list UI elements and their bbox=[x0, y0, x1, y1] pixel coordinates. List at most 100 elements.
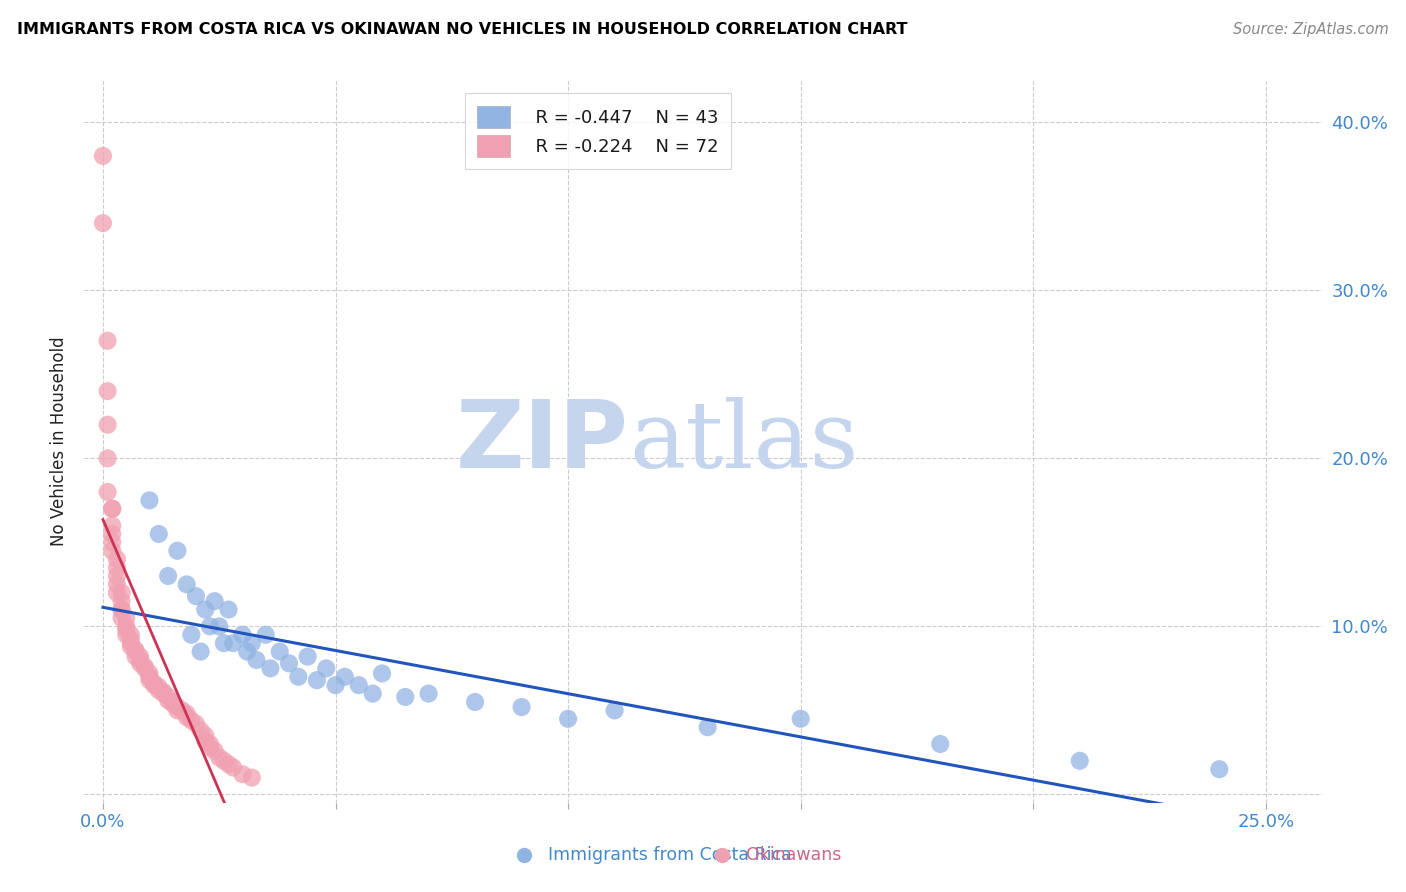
Point bbox=[97, 451, 120, 466]
Point bbox=[198, 619, 221, 633]
Point bbox=[120, 636, 142, 650]
Point bbox=[194, 602, 217, 616]
Point bbox=[269, 644, 291, 658]
Point bbox=[212, 636, 235, 650]
Point bbox=[152, 685, 174, 699]
Point bbox=[231, 767, 253, 781]
Point bbox=[305, 673, 328, 687]
Point bbox=[222, 636, 245, 650]
Point bbox=[138, 493, 160, 508]
Point bbox=[115, 619, 138, 633]
Point bbox=[418, 687, 440, 701]
Point bbox=[278, 657, 301, 671]
Point bbox=[190, 644, 212, 658]
Point bbox=[124, 644, 146, 658]
Point bbox=[120, 640, 142, 654]
Point bbox=[236, 644, 259, 658]
Point bbox=[143, 676, 166, 690]
Point bbox=[134, 659, 156, 673]
Point bbox=[138, 670, 160, 684]
Point bbox=[115, 611, 138, 625]
Point bbox=[129, 653, 152, 667]
Point bbox=[101, 501, 124, 516]
Point bbox=[101, 527, 124, 541]
Point bbox=[789, 712, 811, 726]
Point bbox=[110, 594, 132, 608]
Point bbox=[143, 678, 166, 692]
Text: IMMIGRANTS FROM COSTA RICA VS OKINAWAN NO VEHICLES IN HOUSEHOLD CORRELATION CHAR: IMMIGRANTS FROM COSTA RICA VS OKINAWAN N… bbox=[17, 22, 907, 37]
Point bbox=[333, 670, 356, 684]
Point bbox=[194, 729, 217, 743]
Point bbox=[138, 670, 160, 684]
Point bbox=[97, 417, 120, 432]
Point bbox=[115, 623, 138, 637]
Point bbox=[347, 678, 370, 692]
Point bbox=[1069, 754, 1091, 768]
Point bbox=[176, 710, 198, 724]
Point bbox=[110, 611, 132, 625]
Point bbox=[97, 485, 120, 500]
Point bbox=[124, 649, 146, 664]
Point bbox=[204, 744, 226, 758]
Legend:   R = -0.447    N = 43,   R = -0.224    N = 72: R = -0.447 N = 43, R = -0.224 N = 72 bbox=[464, 93, 731, 169]
Point bbox=[371, 666, 394, 681]
Point bbox=[162, 697, 184, 711]
Point bbox=[208, 750, 231, 764]
Point bbox=[1208, 762, 1230, 776]
Point bbox=[218, 757, 240, 772]
Point bbox=[204, 594, 226, 608]
Point bbox=[557, 712, 579, 726]
Point bbox=[152, 687, 174, 701]
Point bbox=[464, 695, 486, 709]
Point bbox=[184, 716, 207, 731]
Point bbox=[91, 216, 114, 230]
Point bbox=[184, 589, 207, 603]
Point bbox=[287, 670, 309, 684]
Y-axis label: No Vehicles in Household: No Vehicles in Household bbox=[51, 336, 69, 547]
Point bbox=[929, 737, 952, 751]
Point bbox=[245, 653, 267, 667]
Point bbox=[231, 628, 253, 642]
Point bbox=[218, 602, 240, 616]
Point bbox=[696, 720, 718, 734]
Point bbox=[222, 760, 245, 774]
Point bbox=[212, 754, 235, 768]
Point bbox=[101, 535, 124, 549]
Point bbox=[208, 619, 231, 633]
Point bbox=[259, 661, 281, 675]
Point bbox=[101, 543, 124, 558]
Point bbox=[157, 569, 180, 583]
Point bbox=[361, 687, 384, 701]
Point bbox=[394, 690, 416, 704]
Point bbox=[176, 706, 198, 721]
Point bbox=[194, 733, 217, 747]
Point bbox=[603, 703, 626, 717]
Point bbox=[240, 636, 263, 650]
Point bbox=[180, 714, 202, 728]
Point bbox=[105, 569, 128, 583]
Point bbox=[97, 384, 120, 398]
Point bbox=[166, 703, 188, 717]
Point bbox=[91, 149, 114, 163]
Point bbox=[157, 693, 180, 707]
Point bbox=[120, 632, 142, 647]
Point bbox=[97, 334, 120, 348]
Point bbox=[180, 628, 202, 642]
Text: ZIP: ZIP bbox=[456, 395, 628, 488]
Point bbox=[315, 661, 337, 675]
Point bbox=[105, 586, 128, 600]
Point bbox=[120, 628, 142, 642]
Text: Immigrants from Costa Rica: Immigrants from Costa Rica bbox=[548, 846, 792, 863]
Point bbox=[101, 518, 124, 533]
Point bbox=[105, 577, 128, 591]
Point bbox=[148, 680, 170, 694]
Text: atlas: atlas bbox=[628, 397, 858, 486]
Text: Source: ZipAtlas.com: Source: ZipAtlas.com bbox=[1233, 22, 1389, 37]
Point bbox=[138, 673, 160, 687]
Point bbox=[166, 543, 188, 558]
Point bbox=[105, 552, 128, 566]
Point bbox=[110, 602, 132, 616]
Point bbox=[297, 649, 319, 664]
Point bbox=[129, 649, 152, 664]
Point bbox=[157, 690, 180, 704]
